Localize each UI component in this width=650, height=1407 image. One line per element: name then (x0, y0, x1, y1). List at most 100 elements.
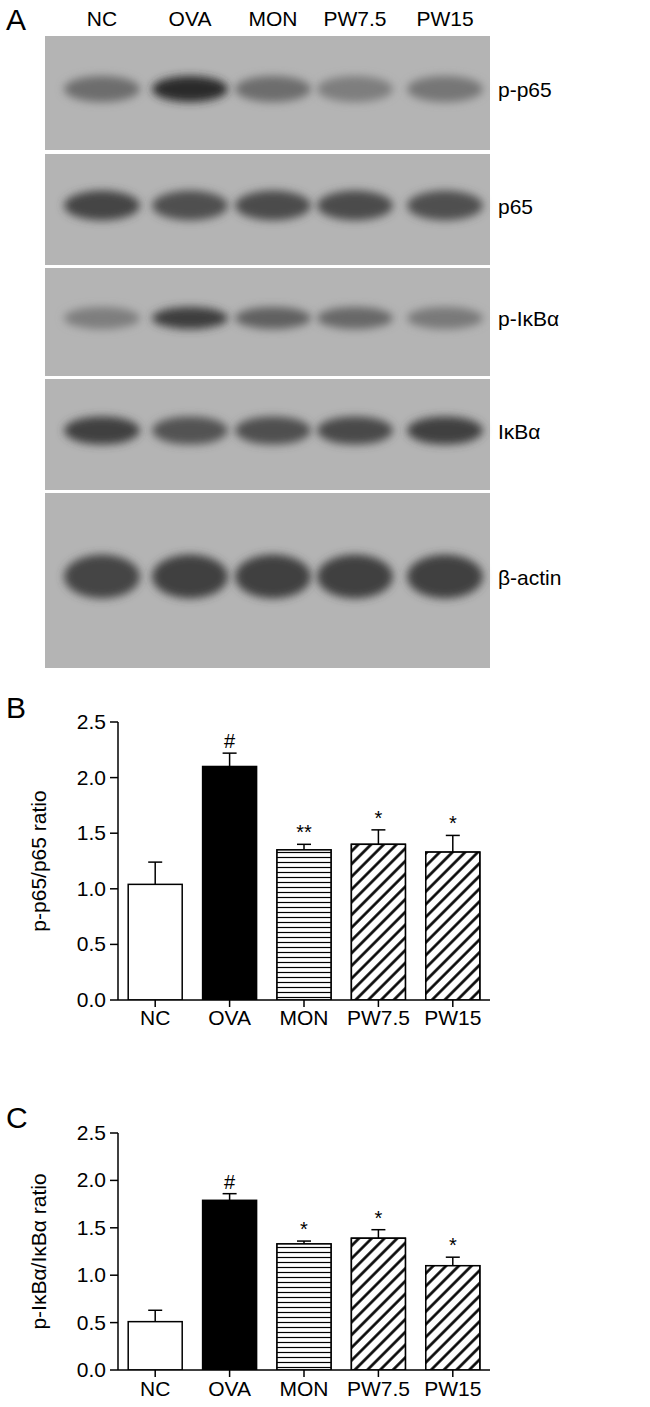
y-tick-label: 0.5 (77, 1311, 106, 1334)
x-tick (229, 1370, 231, 1377)
strip-separator (45, 266, 490, 268)
error-bar (452, 1257, 454, 1266)
bar (203, 766, 257, 1000)
significance-label: * (375, 1207, 383, 1229)
significance-label: ** (296, 821, 312, 843)
blot-strip (45, 36, 490, 150)
band (152, 307, 228, 329)
bar-chart: Bp-p65/p65 ratio#****0.00.51.01.52.02.5N… (6, 691, 490, 1029)
y-tick-label: 2.0 (77, 1168, 106, 1191)
bar (426, 1266, 480, 1370)
panel-label: B (6, 691, 26, 724)
blot-strip (45, 154, 490, 265)
row-label: p-IκBα (498, 307, 559, 330)
y-tick (110, 721, 118, 723)
strip-background (45, 154, 490, 265)
x-tick-label: MON (280, 1377, 329, 1400)
error-bar (303, 844, 305, 850)
y-tick (110, 777, 118, 779)
bar-pattern (351, 844, 405, 1000)
error-bar (229, 753, 231, 766)
y-axis-label: p-p65/p65 ratio (27, 790, 50, 931)
error-cap (446, 835, 460, 837)
error-bar (378, 830, 380, 844)
bar (277, 850, 331, 1000)
y-tick (110, 999, 118, 1001)
strip-background (45, 36, 490, 150)
y-tick-label: 1.0 (77, 877, 106, 900)
x-tick-label: OVA (208, 1006, 251, 1029)
band (152, 76, 228, 102)
significance-label: * (449, 1234, 457, 1256)
bar-pattern (426, 1266, 480, 1370)
bars (128, 753, 480, 1000)
blot-strip (45, 268, 490, 376)
x-tick-label: PW7.5 (347, 1006, 410, 1029)
error-cap (371, 829, 385, 831)
significance-label: # (224, 1171, 236, 1193)
strip-separator (45, 377, 490, 379)
strip-background (45, 268, 490, 376)
panel-label: A (6, 3, 26, 36)
band (64, 191, 140, 221)
blot-panel: ANCOVAMONPW7.5PW15p-p65p65p-IκBαIκBαβ-ac… (6, 3, 561, 668)
band (64, 417, 140, 445)
strip-background (45, 493, 490, 668)
band (235, 191, 311, 221)
y-tick-label: 0.5 (77, 932, 106, 955)
band (407, 307, 483, 329)
strip-separator (45, 491, 490, 493)
strip-separator (45, 151, 490, 153)
y-tick (110, 944, 118, 946)
row-label: p-p65 (498, 78, 552, 101)
lane-label: PW7.5 (323, 7, 386, 30)
error-bar (452, 835, 454, 852)
row-label: p65 (498, 195, 533, 218)
y-tick-label: 0.0 (77, 1358, 106, 1381)
row-label: β-actin (498, 566, 561, 589)
y-tick (110, 1227, 118, 1229)
bar (203, 1200, 257, 1370)
band (235, 307, 311, 329)
y-tick (110, 1132, 118, 1134)
bar (351, 844, 405, 1000)
y-tick-label: 0.0 (77, 988, 106, 1011)
blot-strip (45, 379, 490, 490)
lane-label: NC (87, 7, 117, 30)
y-tick (110, 1180, 118, 1182)
lane-label: MON (249, 7, 298, 30)
x-tick (452, 1370, 454, 1377)
y-axis-label: p-IκBα/IκBα ratio (27, 1173, 50, 1329)
band (317, 307, 393, 329)
band (235, 76, 311, 102)
band (317, 76, 393, 102)
y-tick (110, 1274, 118, 1276)
bars (128, 1194, 480, 1370)
band (152, 555, 228, 599)
band (64, 76, 140, 102)
band (407, 417, 483, 445)
x-tick-label: PW15 (424, 1377, 481, 1400)
error-bar (154, 1310, 156, 1321)
significance-label: * (449, 812, 457, 834)
bar-pattern (351, 1238, 405, 1370)
strip-background (45, 379, 490, 490)
figure: A NC OVA MON PW7.5 PW15 p-p65 p65 p-IκBα IκBα β-ac… (0, 0, 650, 1407)
bar-pattern (277, 850, 331, 1000)
bar-pattern (277, 1244, 331, 1370)
y-axis (117, 722, 119, 1000)
panel-label: C (6, 1101, 28, 1134)
y-tick (110, 1322, 118, 1324)
bar (128, 884, 182, 1000)
x-tick-label: NC (140, 1006, 170, 1029)
y-tick-label: 2.5 (77, 710, 106, 733)
error-cap (371, 1229, 385, 1231)
band (317, 417, 393, 445)
bar (351, 1238, 405, 1370)
band (64, 555, 140, 599)
row-label: IκBα (498, 420, 540, 443)
y-axis (117, 1133, 119, 1370)
band (407, 191, 483, 221)
error-cap (148, 861, 162, 863)
x-tick-label: NC (140, 1377, 170, 1400)
